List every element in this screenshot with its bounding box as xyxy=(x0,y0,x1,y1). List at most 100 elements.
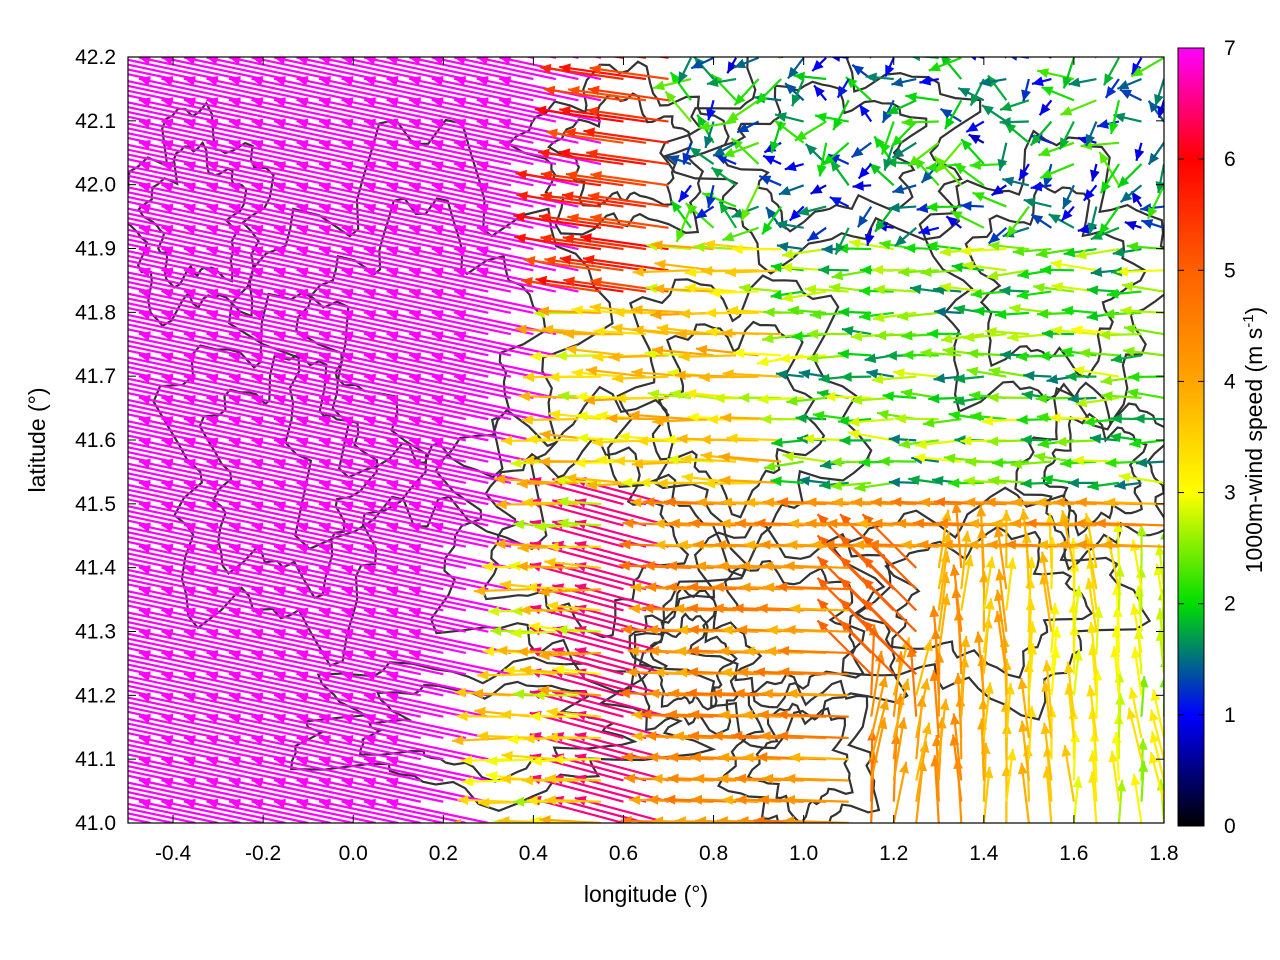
wind-vector-shaft xyxy=(296,120,399,144)
wind-vector-shaft xyxy=(386,183,489,208)
wind-vector-shaft xyxy=(363,779,467,803)
wind-vector-head xyxy=(516,646,528,657)
wind-vector-shaft xyxy=(128,526,219,548)
wind-vector-head xyxy=(1002,176,1015,187)
wind-vector-shaft xyxy=(183,162,286,187)
wind-vector-head xyxy=(823,539,835,550)
wind-vector-head xyxy=(950,211,963,221)
wind-vector-head xyxy=(939,246,951,257)
wind-vector-shaft xyxy=(251,694,354,718)
wind-vector-head xyxy=(128,564,129,566)
wind-vector-head xyxy=(128,267,129,269)
wind-vector-shaft xyxy=(161,268,264,293)
wind-vector-shaft xyxy=(128,668,151,676)
wind-vector-shaft xyxy=(138,672,241,697)
wind-vector-head xyxy=(128,161,129,162)
wind-vector-head xyxy=(94,352,106,362)
wind-vector-shaft xyxy=(296,205,399,229)
wind-vector-shaft xyxy=(128,153,174,166)
wind-vector-shaft xyxy=(228,268,331,293)
wind-vector-head xyxy=(539,212,551,223)
wind-vector-shaft xyxy=(128,625,151,633)
wind-vector-shaft xyxy=(128,637,196,655)
wind-vector-head xyxy=(526,434,538,445)
wind-vector-head xyxy=(841,326,854,336)
x-tick-label: 1.8 xyxy=(1149,842,1178,865)
wind-vector-head xyxy=(1105,85,1117,98)
wind-vector-head xyxy=(943,453,956,464)
wind-vector-shaft xyxy=(128,354,129,356)
wind-vector-shaft xyxy=(453,247,557,272)
wind-vector-head xyxy=(1120,305,1132,316)
wind-vector-shaft xyxy=(341,523,444,548)
wind-vector-shaft xyxy=(386,757,489,782)
wind-vector-shaft xyxy=(138,247,241,272)
wind-vector-shaft xyxy=(363,396,467,421)
wind-vector-head xyxy=(705,196,716,208)
wind-vector-head xyxy=(49,544,61,554)
wind-vector-shaft xyxy=(408,162,512,187)
wind-vector-head xyxy=(885,350,897,361)
wind-vector-head xyxy=(1114,479,1126,490)
wind-vector-shaft xyxy=(128,179,151,187)
wind-vector-shaft xyxy=(128,679,196,697)
wind-vector-head xyxy=(972,192,985,202)
wind-vector-shaft xyxy=(408,141,512,166)
wind-vector-head xyxy=(766,207,777,220)
wind-vector-shaft xyxy=(273,566,376,591)
wind-vector-head xyxy=(1100,181,1111,194)
wind-vector-shaft xyxy=(341,183,444,208)
wind-vector-shaft xyxy=(128,509,196,527)
wind-vector-head xyxy=(788,66,799,79)
wind-vector-head xyxy=(676,539,689,550)
wind-vector-head xyxy=(1072,649,1083,661)
wind-vector-shaft xyxy=(128,169,196,187)
y-tick-label: 41.6 xyxy=(75,429,116,452)
wind-vector-head xyxy=(984,497,996,508)
wind-vector-shaft xyxy=(273,311,376,336)
wind-vector-shaft xyxy=(228,183,331,208)
wind-vector-head xyxy=(606,413,618,424)
wind-vector-shaft xyxy=(408,566,512,591)
wind-vector-shaft xyxy=(296,183,399,208)
wind-vector-shaft xyxy=(632,57,647,59)
wind-vector-shaft xyxy=(228,523,331,548)
wind-vector-head xyxy=(128,182,129,184)
wind-vector-shaft xyxy=(386,460,489,484)
wind-vector-shaft xyxy=(318,757,422,782)
wind-vector-shaft xyxy=(161,290,264,314)
wind-vector-shaft xyxy=(128,408,174,421)
wind-vector-shaft xyxy=(138,141,241,166)
wind-vector-head xyxy=(539,63,552,74)
wind-vector-shaft xyxy=(183,311,286,336)
wind-vector-head xyxy=(645,582,657,593)
wind-vector-head xyxy=(71,395,83,405)
wind-vector-head xyxy=(647,389,660,400)
wind-vector-head xyxy=(476,57,489,65)
wind-vector-head xyxy=(931,734,942,747)
wind-vector-head xyxy=(1036,248,1048,259)
wind-vector-shaft xyxy=(128,594,196,612)
wind-vector-head xyxy=(487,606,500,617)
wind-vector-head xyxy=(546,601,559,612)
wind-vector-head xyxy=(981,105,994,116)
wind-vector-shaft xyxy=(567,88,647,102)
wind-vector-head xyxy=(958,88,971,98)
wind-vector-shaft xyxy=(816,577,872,633)
wind-vector-head xyxy=(756,603,768,614)
wind-vector-shaft xyxy=(273,651,376,676)
wind-vector-shaft xyxy=(363,162,467,187)
wind-vector-head xyxy=(988,232,1001,244)
wind-vector-head xyxy=(574,457,586,468)
wind-vector-shaft xyxy=(453,205,557,229)
wind-vector-shaft xyxy=(363,98,467,123)
wind-vector-shaft xyxy=(128,339,196,357)
wind-vector-head xyxy=(71,799,83,809)
wind-vector-head xyxy=(26,671,38,681)
wind-vector-head xyxy=(1072,585,1083,598)
wind-vector-head xyxy=(1038,551,1049,564)
wind-vector-head xyxy=(781,292,794,303)
wind-vector-shaft xyxy=(296,566,399,591)
wind-vector-head xyxy=(206,57,218,65)
wind-vector-shaft xyxy=(935,734,940,802)
